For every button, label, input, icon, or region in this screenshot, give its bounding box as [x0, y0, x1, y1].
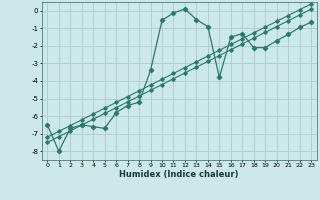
X-axis label: Humidex (Indice chaleur): Humidex (Indice chaleur) — [119, 170, 239, 179]
